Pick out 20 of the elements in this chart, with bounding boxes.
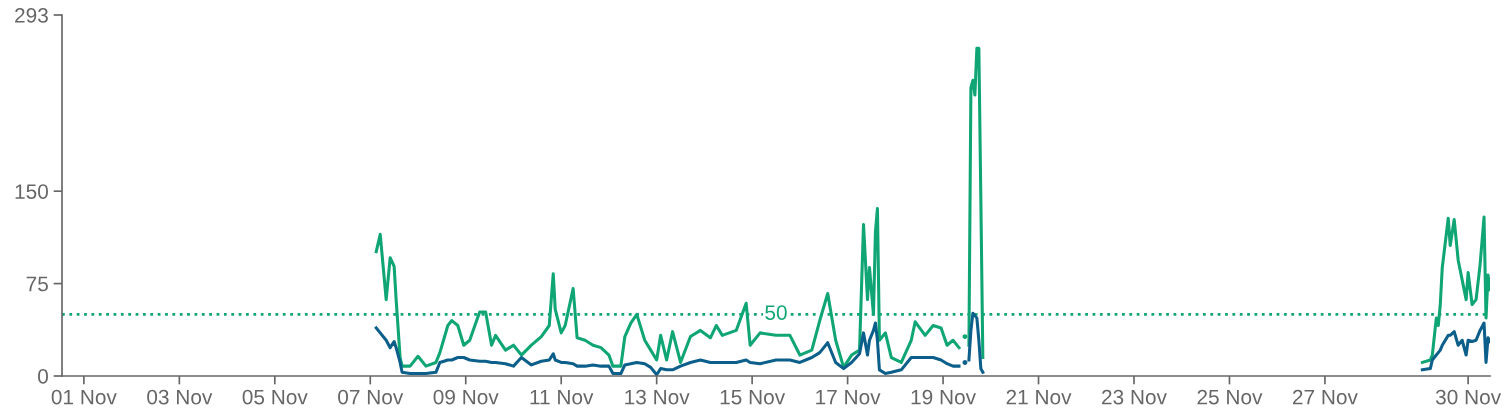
y-tick-label: 293 (15, 8, 48, 23)
y-tick-label: 75 (26, 276, 48, 292)
ref-line-label: 50 (765, 305, 787, 320)
x-tick-label: 17 Nov (816, 389, 881, 405)
x-tick-label: 11 Nov (530, 389, 594, 405)
x-tick-label: 01 Nov (51, 389, 117, 405)
x-tick-label: 05 Nov (242, 389, 308, 405)
x-tick-label: 19 Nov (911, 389, 976, 405)
x-tick-label: 09 Nov (433, 389, 499, 405)
x-tick-label: 03 Nov (147, 389, 213, 405)
x-tick-label: 23 Nov (1102, 389, 1167, 405)
x-tick-label: 30 Nov (1435, 389, 1502, 405)
y-tick-label: 150 (15, 184, 48, 199)
x-tick-label: 07 Nov (338, 389, 404, 405)
x-tick-label: 13 Nov (625, 389, 690, 405)
x-tick-label: 21 Nov (1006, 389, 1072, 405)
x-tick-label: 15 Nov (720, 389, 786, 405)
x-tick-label: 27 Nov (1292, 389, 1358, 405)
y-tick-label: 0 (38, 369, 48, 384)
x-tick-label: 25 Nov (1197, 389, 1263, 405)
